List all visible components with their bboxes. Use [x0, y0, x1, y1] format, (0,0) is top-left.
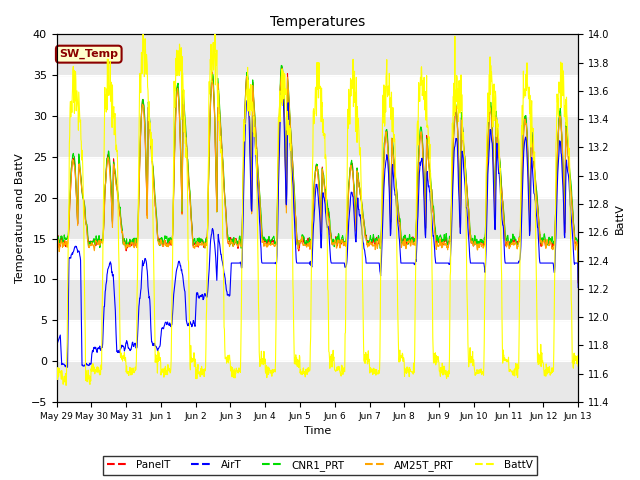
X-axis label: Time: Time — [304, 426, 331, 436]
Title: Temperatures: Temperatures — [269, 15, 365, 29]
Y-axis label: BattV: BattV — [615, 203, 625, 234]
Bar — [57, 116, 578, 157]
Text: SW_Temp: SW_Temp — [60, 49, 118, 60]
Y-axis label: Temperature and BattV: Temperature and BattV — [15, 153, 25, 283]
Bar — [57, 279, 578, 320]
Bar — [57, 35, 578, 75]
Legend: PanelT, AirT, CNR1_PRT, AM25T_PRT, BattV: PanelT, AirT, CNR1_PRT, AM25T_PRT, BattV — [103, 456, 537, 475]
Bar — [57, 361, 578, 402]
Bar — [57, 198, 578, 239]
